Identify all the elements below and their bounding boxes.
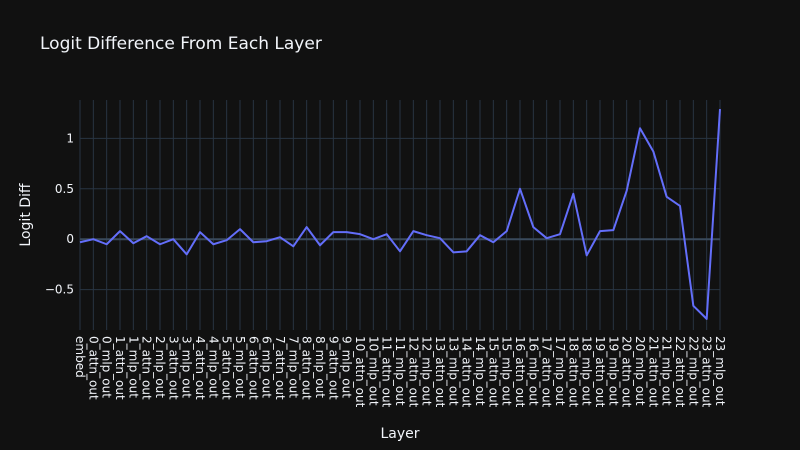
y-tick-label: −0.5 bbox=[45, 283, 74, 297]
x-tick-label: 23_attn_out bbox=[700, 336, 714, 408]
x-tick-label: 2_attn_out bbox=[140, 336, 154, 400]
x-tick-label: 17_mlp_out bbox=[553, 336, 567, 406]
x-tick-label: 16_attn_out bbox=[513, 336, 527, 408]
x-tick-label: 0_mlp_out bbox=[100, 336, 114, 398]
y-tick-label: 0.5 bbox=[55, 182, 74, 196]
x-tick-label: embed bbox=[73, 336, 87, 378]
x-tick-label: 12_attn_out bbox=[406, 336, 420, 408]
x-tick-label: 8_mlp_out bbox=[313, 336, 327, 398]
x-tick-label: 13_mlp_out bbox=[446, 336, 460, 406]
x-tick-label: 21_mlp_out bbox=[660, 336, 674, 406]
x-tick-label: 7_mlp_out bbox=[286, 336, 300, 398]
x-tick-label: 4_attn_out bbox=[193, 336, 207, 400]
y-tick-label: 1 bbox=[66, 131, 74, 145]
y-axis-title: Logit Diff bbox=[18, 183, 34, 247]
x-tick-label: 11_mlp_out bbox=[393, 336, 407, 406]
y-tick-label: 0 bbox=[66, 232, 74, 246]
x-tick-label: 5_mlp_out bbox=[233, 336, 247, 398]
x-tick-label: 8_attn_out bbox=[300, 336, 314, 400]
x-tick-label: 1_attn_out bbox=[113, 336, 127, 400]
x-tick-label: 10_attn_out bbox=[353, 336, 367, 408]
x-tick-label: 10_mlp_out bbox=[366, 336, 380, 406]
x-tick-label: 14_mlp_out bbox=[473, 336, 487, 406]
x-tick-label: 2_mlp_out bbox=[153, 336, 167, 398]
x-tick-label: 22_mlp_out bbox=[686, 336, 700, 406]
x-tick-label: 16_mlp_out bbox=[526, 336, 540, 406]
x-tick-label: 9_mlp_out bbox=[340, 336, 354, 398]
x-tick-label: 18_attn_out bbox=[566, 336, 580, 408]
x-tick-label: 21_attn_out bbox=[646, 336, 660, 408]
x-tick-label: 0_attn_out bbox=[86, 336, 100, 400]
x-tick-label: 19_attn_out bbox=[593, 336, 607, 408]
x-tick-label: 14_attn_out bbox=[460, 336, 474, 408]
x-tick-label: 15_mlp_out bbox=[500, 336, 514, 406]
x-tick-label: 5_attn_out bbox=[220, 336, 234, 400]
x-tick-label: 20_mlp_out bbox=[633, 336, 647, 406]
x-tick-label: 12_mlp_out bbox=[420, 336, 434, 406]
x-tick-label: 23_mlp_out bbox=[713, 336, 727, 406]
x-tick-label: 1_mlp_out bbox=[126, 336, 140, 398]
x-tick-label: 22_attn_out bbox=[673, 336, 687, 408]
x-tick-label: 11_attn_out bbox=[380, 336, 394, 408]
x-tick-label: 6_mlp_out bbox=[260, 336, 274, 398]
series-line bbox=[79, 109, 721, 320]
x-tick-label: 19_mlp_out bbox=[606, 336, 620, 406]
x-tick-label: 6_attn_out bbox=[246, 336, 260, 400]
x-axis-title: Layer bbox=[380, 426, 419, 442]
chart-title: Logit Difference From Each Layer bbox=[40, 34, 322, 54]
x-tick-label: 15_attn_out bbox=[486, 336, 500, 408]
x-tick-label: 3_mlp_out bbox=[180, 336, 194, 398]
x-tick-label: 20_attn_out bbox=[620, 336, 634, 408]
x-tick-label: 4_mlp_out bbox=[206, 336, 220, 398]
x-tick-label: 9_attn_out bbox=[326, 336, 340, 400]
x-tick-label: 18_mlp_out bbox=[580, 336, 594, 406]
x-tick-label: 3_attn_out bbox=[166, 336, 180, 400]
x-tick-label: 7_attn_out bbox=[273, 336, 287, 400]
x-tick-label: 17_attn_out bbox=[540, 336, 554, 408]
x-tick-label: 13_attn_out bbox=[433, 336, 447, 408]
